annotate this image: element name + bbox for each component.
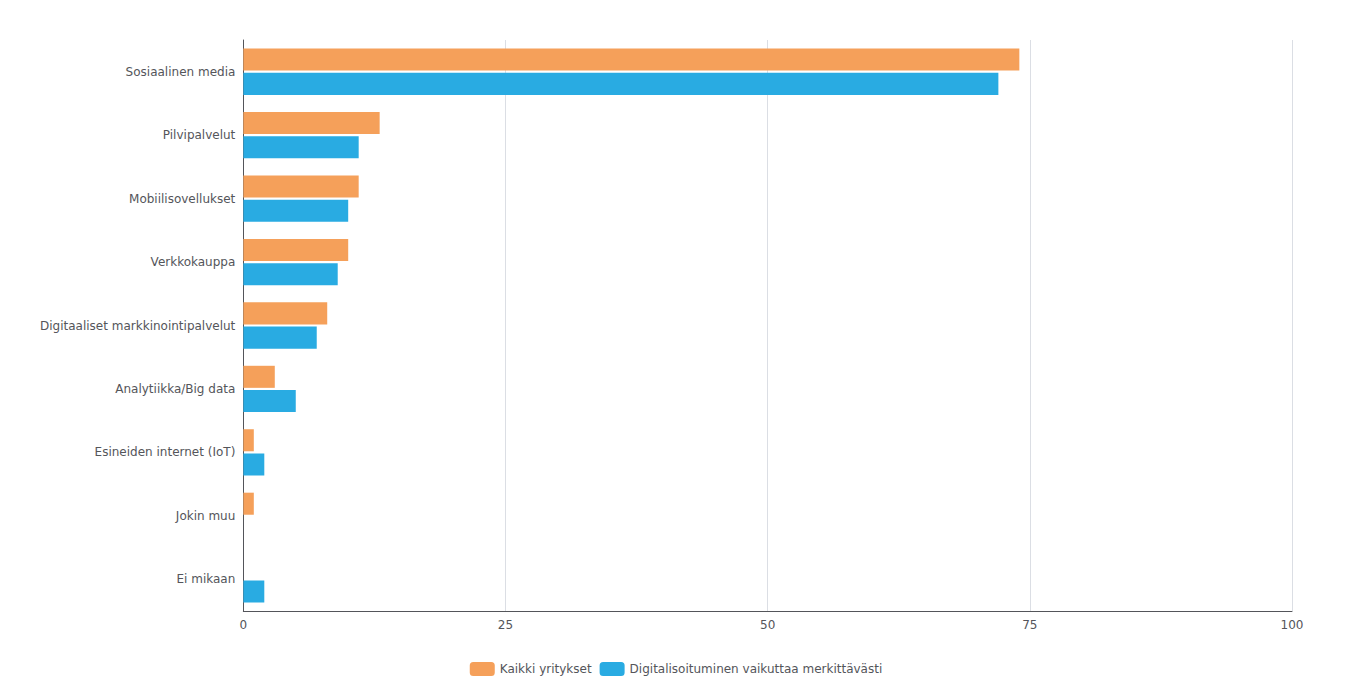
svg-text:75: 75 [1022,618,1037,632]
svg-text:Verkkokauppa: Verkkokauppa [151,255,236,269]
svg-text:50: 50 [760,618,775,632]
svg-text:Esineiden internet (IoT): Esineiden internet (IoT) [95,445,236,459]
svg-text:Digitaaliset markkinointipalve: Digitaaliset markkinointipalvelut [40,319,236,333]
svg-text:Pilvipalvelut: Pilvipalvelut [163,128,236,142]
svg-text:Mobiilisovellukset: Mobiilisovellukset [129,192,236,206]
svg-text:25: 25 [498,618,513,632]
svg-text:Analytiikka/Big data: Analytiikka/Big data [115,382,235,396]
svg-text:Kaikki yritykset: Kaikki yritykset [500,662,592,676]
svg-text:Ei mikaan: Ei mikaan [177,572,236,586]
svg-text:0: 0 [240,618,248,632]
svg-text:Digitalisoituminen vaikuttaa m: Digitalisoituminen vaikuttaa merkittäväs… [630,662,883,676]
svg-text:Sosiaalinen media: Sosiaalinen media [126,65,236,79]
svg-text:Jokin muu: Jokin muu [175,509,235,523]
svg-text:100: 100 [1281,618,1304,632]
